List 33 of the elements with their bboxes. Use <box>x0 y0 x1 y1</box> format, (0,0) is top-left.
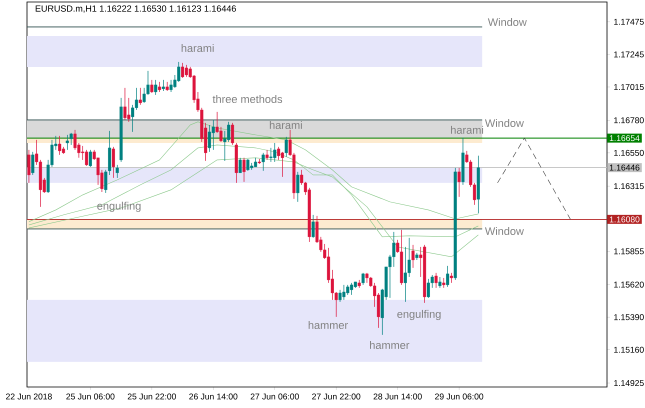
ref-line-label: 1.16080 <box>610 216 640 222</box>
annotation: Window <box>484 118 524 128</box>
x-tick-label: 22 Jun 2018 <box>6 394 52 400</box>
annotation: hammer <box>308 320 348 330</box>
x-tick-label: 26 Jun 14:00 <box>189 394 238 400</box>
annotation: harami <box>451 126 484 134</box>
x-tick-label: 25 Jun 06:00 <box>66 394 115 400</box>
annotation: harami <box>270 120 302 130</box>
y-tick-label: 1.17015 <box>614 84 644 90</box>
chart-title: EURUSD.m,H1 1.16222 1.16530 1.16123 1.16446 <box>36 5 236 13</box>
y-tick-label: 1.15390 <box>614 314 644 320</box>
y-tick-label: 1.16315 <box>614 183 644 190</box>
annotation: harami <box>182 44 214 52</box>
annotation: engulfing <box>397 310 441 320</box>
annotation: Window <box>488 18 527 26</box>
x-tick-label: 25 Jun 22:00 <box>128 394 176 400</box>
annotation: hammer <box>370 340 410 350</box>
x-tick-label: 29 Jun 06:00 <box>435 394 484 400</box>
y-tick-label: 1.14925 <box>614 380 644 386</box>
x-tick-label: 28 Jun 14:00 <box>374 394 422 400</box>
y-tick-label: 1.15160 <box>614 346 644 353</box>
x-tick-label: 27 Jun 06:00 <box>250 394 299 400</box>
y-tick-label: 1.16550 <box>614 150 644 156</box>
ref-line-label: 1.16654 <box>610 135 640 142</box>
y-tick-label: 1.15855 <box>614 248 644 254</box>
ref-line-label: 1.16446 <box>610 164 640 171</box>
y-tick-label: 1.16780 <box>614 117 644 124</box>
y-tick-label: 1.17475 <box>614 18 644 25</box>
x-tick-label: 27 Jun 22:00 <box>312 394 360 400</box>
annotation: three methods <box>212 94 282 104</box>
y-tick-label: 1.17245 <box>614 51 644 58</box>
annotation: Window <box>484 226 524 236</box>
y-tick-label: 1.15620 <box>614 282 644 288</box>
